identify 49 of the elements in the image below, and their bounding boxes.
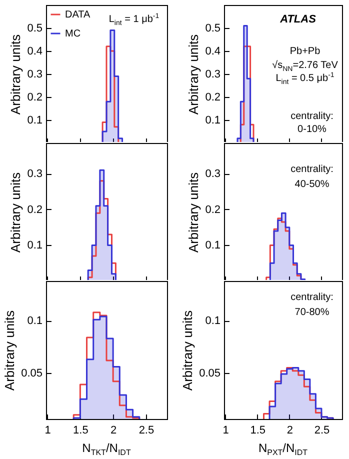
y-tick-label: 0.05 xyxy=(199,368,220,380)
y-tick-label: 0.1 xyxy=(27,240,42,252)
y-axis-title: Arbitrary units xyxy=(186,34,202,115)
y-axis-title: Arbitrary units xyxy=(2,310,18,391)
y-tick-label: 0.1 xyxy=(205,315,220,328)
x-tick-label: 1.5 xyxy=(73,424,88,436)
y-tick-label: 0.4 xyxy=(205,46,220,58)
x-tick-label: 2.5 xyxy=(314,424,330,436)
annotation: 40-50% xyxy=(294,179,330,190)
legend-label: DATA xyxy=(65,10,91,20)
annotation: centrality: xyxy=(290,111,334,122)
annotation: 0-10% xyxy=(298,124,326,135)
legend-label: MC xyxy=(65,28,81,40)
x-tick-label: 1 xyxy=(222,424,229,436)
y-tick-label: 0.2 xyxy=(205,204,220,216)
x-axis-title: N$_{PXT}$/N$_{IDT}$ xyxy=(258,440,308,458)
y-axis-title: Arbitrary units xyxy=(8,172,24,253)
annotation: ATLAS xyxy=(280,14,316,26)
y-tick-label: 0.2 xyxy=(27,204,42,216)
x-tick-label: 2.5 xyxy=(138,424,154,436)
annotation: √s$_{NN}$=2.76 TeV xyxy=(272,60,338,73)
y-axis-title: Arbitrary units xyxy=(186,172,202,253)
y-tick-label: 0.1 xyxy=(205,114,220,126)
y-tick-label: 0.5 xyxy=(27,22,42,34)
y-axis-title: Arbitrary units xyxy=(180,310,196,391)
annotation: Pb+Pb xyxy=(290,46,320,57)
x-tick-label: 2 xyxy=(110,424,117,436)
x-axis-title: N$_{TKT}$/N$_{IDT}$ xyxy=(82,440,131,458)
y-tick-label: 0.05 xyxy=(21,368,42,380)
y-tick-label: 0.2 xyxy=(27,92,42,104)
annotation: centrality: xyxy=(290,292,334,303)
y-tick-label: 0.3 xyxy=(27,68,42,80)
x-tick-label: 2 xyxy=(286,424,293,436)
y-tick-label: 0.3 xyxy=(205,168,220,180)
annotation: centrality: xyxy=(290,164,334,175)
y-tick-label: 0.3 xyxy=(27,168,42,180)
y-tick-label: 0.1 xyxy=(27,315,42,328)
x-tick-label: 1 xyxy=(44,424,51,436)
annotation: L$_{int}$ = 0.5 μb$^{-1}$ xyxy=(276,72,334,86)
y-tick-label: 0.2 xyxy=(205,92,220,104)
y-tick-label: 0.3 xyxy=(205,68,220,80)
y-tick-label: 0.1 xyxy=(27,114,42,126)
y-tick-label: 0.4 xyxy=(27,46,42,58)
x-tick-label: 1.5 xyxy=(250,424,266,436)
y-tick-label: 0.5 xyxy=(205,22,220,34)
annotation: 70-80% xyxy=(294,307,330,318)
y-tick-label: 0.1 xyxy=(205,240,220,252)
y-axis-title: Arbitrary units xyxy=(8,34,24,115)
annotation: L$_{int}$ = 1 μb$^{-1}$ xyxy=(108,12,160,28)
